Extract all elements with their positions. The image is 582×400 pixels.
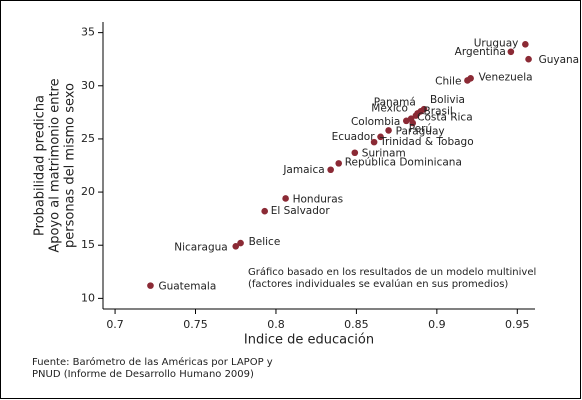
point bbox=[147, 282, 154, 289]
point-label: Chile bbox=[435, 75, 461, 87]
footnote: Fuente: Barómetro de las Américas por LA… bbox=[32, 356, 273, 368]
x-tick-label: 0.85 bbox=[344, 318, 369, 331]
annotation: (factores individuales se evalúan en sus… bbox=[248, 278, 508, 290]
point-label: Brasil bbox=[424, 105, 453, 117]
y-tick-label: 35 bbox=[81, 26, 95, 39]
y-axis-label: Probabilidad predicha bbox=[33, 95, 48, 236]
point-label: Paraguay bbox=[396, 125, 445, 137]
point bbox=[507, 48, 515, 56]
x-tick-label: 0.9 bbox=[428, 318, 446, 331]
point-label: Argentina bbox=[455, 46, 506, 58]
point bbox=[261, 207, 268, 215]
y-tick-label: 25 bbox=[81, 132, 95, 145]
point-label: El Salvador bbox=[271, 205, 331, 217]
point bbox=[409, 119, 417, 127]
x-tick-label: 0.7 bbox=[106, 318, 124, 331]
y-tick-label: 20 bbox=[81, 185, 95, 198]
y-axis-label: personas del mismo sexo bbox=[63, 83, 78, 248]
point-label: Uruguay bbox=[474, 37, 519, 49]
y-tick-label: 30 bbox=[81, 79, 95, 92]
point bbox=[335, 160, 343, 167]
footnote: PNUD (Informe de Desarrollo Humano 2009) bbox=[32, 369, 254, 380]
x-axis-label: Indice de educación bbox=[244, 333, 374, 348]
y-tick-label: 10 bbox=[81, 291, 95, 304]
x-tick-label: 0.75 bbox=[183, 318, 208, 331]
x-tick-label: 0.8 bbox=[267, 318, 285, 331]
y-tick-label: 15 bbox=[81, 238, 95, 251]
point-label: Belice bbox=[249, 236, 281, 248]
point-label: Honduras bbox=[293, 193, 344, 205]
point-label: Panamá bbox=[374, 96, 416, 108]
point-label: Jamaica bbox=[282, 164, 324, 176]
point bbox=[351, 149, 359, 157]
point bbox=[377, 133, 384, 141]
point bbox=[232, 242, 240, 250]
point bbox=[467, 75, 474, 82]
x-tick-label: 0.95 bbox=[505, 318, 530, 331]
point bbox=[522, 41, 529, 48]
point-label: Colombia bbox=[351, 116, 400, 128]
point bbox=[282, 195, 289, 202]
point-label: Costa Rica bbox=[417, 112, 473, 124]
annotation: Gráfico basado en los resultados de un m… bbox=[248, 266, 536, 278]
point-label: Guatemala bbox=[158, 281, 216, 293]
point-label: República Dominicana bbox=[345, 156, 462, 168]
point-label: Guyana bbox=[539, 54, 580, 66]
point bbox=[525, 55, 532, 63]
point bbox=[370, 138, 378, 146]
point-label: Bolivia bbox=[430, 94, 465, 106]
point-label: Venezuela bbox=[479, 71, 533, 83]
point bbox=[414, 110, 421, 117]
point-label: Trinidad & Tobago bbox=[379, 136, 474, 148]
point-label: Perú bbox=[409, 123, 432, 135]
point bbox=[237, 239, 244, 247]
y-axis-label: Apoyo al matrimonio entre bbox=[48, 78, 63, 252]
point-label: Surinam bbox=[362, 148, 406, 160]
point-label: Nicaragua bbox=[174, 241, 227, 253]
point-label: Ecuador bbox=[332, 131, 376, 143]
point bbox=[327, 166, 334, 174]
point bbox=[385, 127, 392, 134]
point-label: México bbox=[371, 103, 408, 115]
